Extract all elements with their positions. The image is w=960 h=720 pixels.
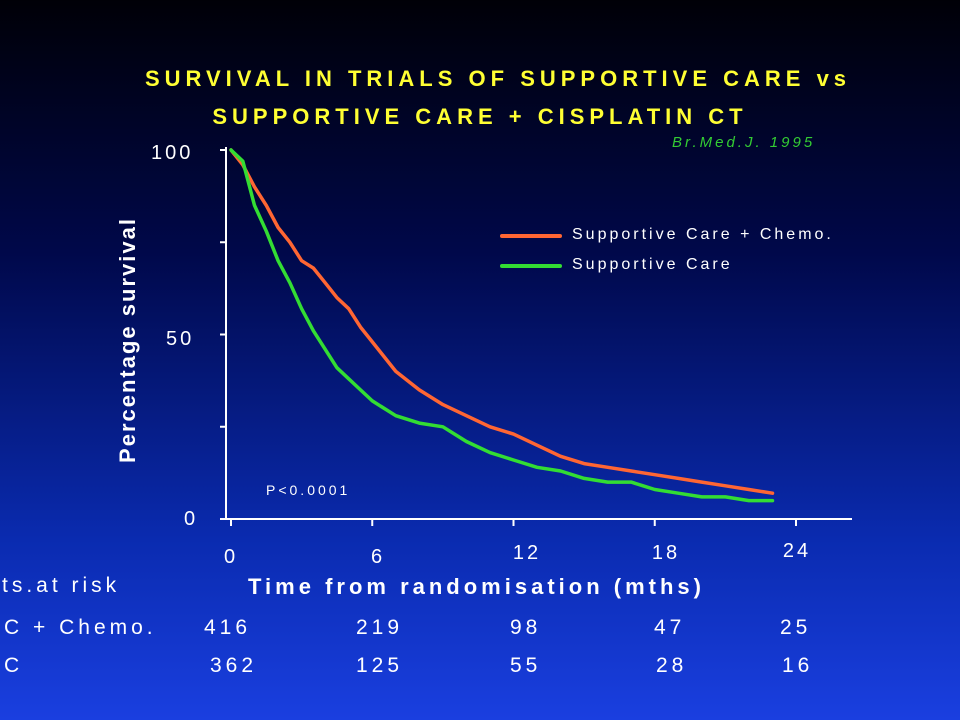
x-tick-label: 18 xyxy=(651,542,681,564)
risk-cell: 55 xyxy=(510,654,542,677)
x-tick-label: 0 xyxy=(223,546,239,568)
series-line-supportive xyxy=(229,148,775,503)
risk-row-label-sc: SC xyxy=(0,654,24,677)
chart-subtitle: SUPPORTIVE CARE + CISPLATIN CT xyxy=(212,104,748,129)
legend-swatch-supportive xyxy=(500,264,562,268)
risk-cell: 16 xyxy=(782,654,814,677)
legend-label-supportive: Supportive Care xyxy=(572,256,733,273)
risk-cell: 219 xyxy=(356,616,404,639)
series-line-chemo xyxy=(229,148,775,495)
risk-cell: 125 xyxy=(356,654,404,677)
x-axis-label: Time from randomisation (mths) xyxy=(248,574,705,599)
risk-cell: 98 xyxy=(510,616,542,639)
risk-row-label-chemo: SC + Chemo. xyxy=(0,616,157,639)
risk-cell: 362 xyxy=(210,654,258,677)
x-tick-label: 24 xyxy=(782,540,812,562)
risk-cell: 416 xyxy=(204,616,252,639)
source-citation: Br.Med.J. 1995 xyxy=(672,134,816,151)
x-tick-label: 12 xyxy=(512,542,542,564)
y-tick-label: 100 xyxy=(151,142,194,164)
chart-axes xyxy=(220,147,852,526)
legend-swatch-chemo xyxy=(500,234,562,238)
y-axis-label: Percentage survival xyxy=(115,217,140,463)
risk-cell: 47 xyxy=(654,616,686,639)
legend-label-chemo: Supportive Care + Chemo. xyxy=(572,226,834,243)
p-value-annotation: P<0.0001 xyxy=(266,482,351,498)
chart-title: SURVIVAL IN TRIALS OF SUPPORTIVE CARE vs xyxy=(144,66,852,91)
risk-cell: 28 xyxy=(656,654,688,677)
y-tick-label: 50 xyxy=(166,328,195,350)
risk-table-header: Pts.at risk xyxy=(0,574,121,597)
risk-cell: 25 xyxy=(780,616,812,639)
chart-series-lines xyxy=(229,148,775,503)
x-tick-label: 6 xyxy=(370,546,386,568)
y-tick-label: 0 xyxy=(184,508,199,530)
